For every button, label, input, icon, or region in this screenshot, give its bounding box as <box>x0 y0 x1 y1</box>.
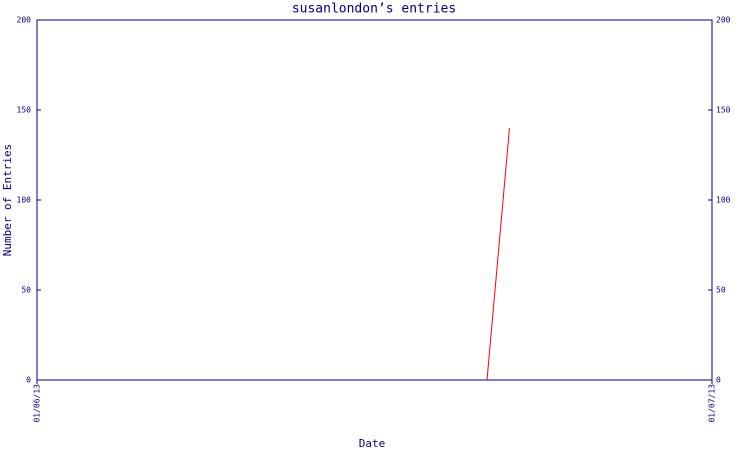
y-tick-label: 50 <box>21 286 31 295</box>
y2-tick-label: 100 <box>716 196 731 205</box>
y-tick-label: 100 <box>17 196 32 205</box>
x-axis-label: Date <box>359 437 386 450</box>
y-tick-label: 150 <box>17 106 32 115</box>
y-tick-label: 0 <box>26 376 31 385</box>
y-axis-label: Number of Entries <box>1 144 14 257</box>
y-tick-label: 200 <box>17 16 32 25</box>
y2-tick-label: 0 <box>716 376 721 385</box>
y2-tick-label: 200 <box>716 16 731 25</box>
y2-tick-label: 50 <box>716 286 726 295</box>
x-tick-label: 01/07/13 <box>708 384 717 423</box>
plot-frame <box>36 19 713 381</box>
chart-title: susanlondon’s entries <box>292 2 456 17</box>
y2-tick-label: 150 <box>716 106 731 115</box>
data-line <box>486 127 510 381</box>
x-tick-label: 01/06/13 <box>33 384 42 423</box>
